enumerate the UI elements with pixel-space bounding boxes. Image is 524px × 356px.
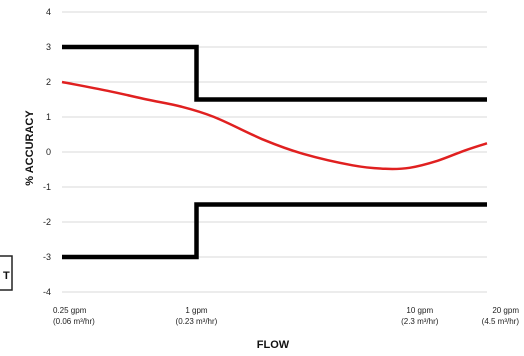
y-axis-title: % ACCURACY — [24, 110, 36, 186]
series-layer — [61, 44, 488, 260]
cropped-box — [0, 255, 13, 291]
x-axis-title: FLOW — [257, 339, 290, 351]
cropped-box-letter: T — [3, 270, 10, 282]
x-tick-sublabel: (4.5 m³/hr) — [482, 317, 520, 326]
y-tick-label: -1 — [43, 182, 51, 192]
upper-limit-line — [62, 44, 487, 102]
x-tick-sublabel: (0.23 m³/hr) — [176, 317, 218, 326]
y-tick-label: 1 — [46, 112, 51, 122]
x-tick-label: 1 gpm — [185, 306, 208, 315]
y-tick-label: -2 — [43, 217, 51, 227]
accuracy-curve — [61, 80, 488, 171]
y-tick-labels: 4 3 2 1 0 -1 -2 -3 -4 — [43, 7, 51, 297]
x-tick-label: 20 gpm — [492, 306, 519, 315]
y-tick-label: -3 — [43, 252, 51, 262]
x-tick-labels: 0.25 gpm (0.06 m³/hr) 1 gpm (0.23 m³/hr) 10 … — [53, 306, 519, 326]
y-tick-label: 2 — [46, 77, 51, 87]
y-tick-label: 0 — [46, 147, 51, 157]
x-tick-sublabel: (2.3 m³/hr) — [401, 317, 439, 326]
x-tick-label: 10 gpm — [406, 306, 433, 315]
y-tick-label: -4 — [43, 287, 51, 297]
grid-layer — [62, 11, 487, 293]
x-tick-sublabel: (0.06 m³/hr) — [53, 317, 95, 326]
x-tick-label: 0.25 gpm — [53, 306, 87, 315]
y-tick-label: 3 — [46, 42, 51, 52]
y-tick-label: 4 — [46, 7, 51, 17]
lower-limit-line — [62, 202, 487, 260]
